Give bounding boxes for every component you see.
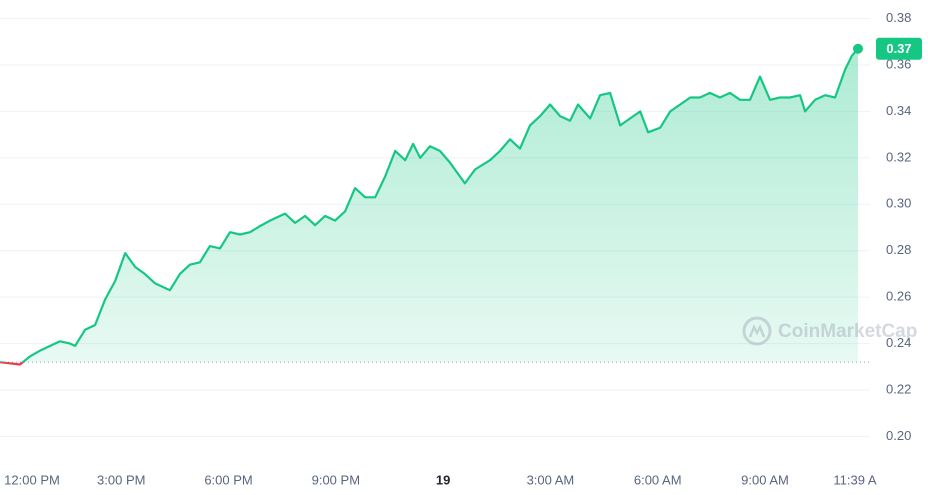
watermark: CoinMarketCap [742, 316, 917, 346]
current-price-badge [876, 37, 922, 60]
y-tick-label: 0.24 [886, 335, 911, 350]
x-tick-label: 9:00 PM [312, 472, 360, 487]
x-tick-label: 3:00 PM [97, 472, 145, 487]
x-tick-label: 9:00 AM [741, 472, 789, 487]
x-tick-label: 11:39 A [833, 472, 876, 487]
watermark-logo-mark [748, 323, 766, 338]
y-tick-label: 0.38 [886, 10, 911, 25]
current-price-label: 0.37 [886, 41, 911, 56]
watermark-logo [742, 316, 772, 346]
x-tick-label: 6:00 PM [204, 472, 252, 487]
x-tick-label: 19 [436, 472, 450, 487]
last-point [853, 43, 863, 54]
axis-layer: 0.20 0.22 0.24 0.26 0.28 0.30 0.32 0.34 0.36 0.38… [4, 10, 922, 487]
area-layer [22, 48, 858, 363]
line-layer [0, 43, 870, 366]
area [22, 48, 858, 363]
x-tick-label: 6:00 AM [634, 472, 682, 487]
price-line [0, 48, 859, 363]
y-tick-label: 0.32 [886, 149, 911, 164]
x-tick-label: 12:00 PM [4, 472, 60, 487]
y-tick-label: 0.28 [886, 242, 911, 257]
y-tick-label: 0.26 [886, 289, 911, 304]
y-tick-label: 0.36 [886, 56, 911, 71]
y-tick-label: 0.20 [886, 428, 911, 443]
y-tick-label: 0.34 [886, 103, 911, 118]
watermark-text: CoinMarketCap [778, 321, 917, 342]
y-tick-label: 0.22 [886, 381, 911, 396]
x-tick-label: 3:00 AM [527, 472, 575, 487]
y-tick-label: 0.30 [886, 196, 911, 211]
